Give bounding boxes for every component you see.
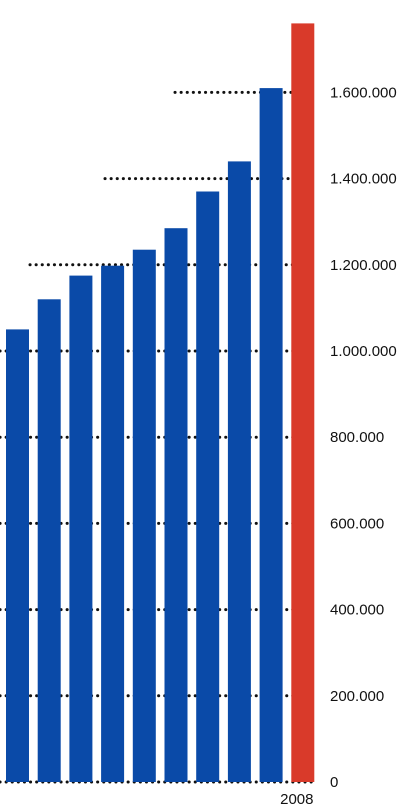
- x-tick-label: 2008: [280, 791, 313, 808]
- highlight-bar: [291, 23, 315, 782]
- bar: [196, 191, 220, 782]
- y-axis-labels: 0 200.000 400.000 600.000 800.000 1.000.000 1.…: [330, 84, 397, 791]
- y-tick-label: 200.000: [330, 688, 384, 705]
- bar: [132, 249, 156, 782]
- y-tick-label: 1.000.000: [330, 343, 397, 360]
- bars: [6, 23, 315, 783]
- bar: [259, 88, 283, 783]
- bar: [6, 329, 29, 782]
- bar: [164, 228, 188, 782]
- y-tick-label: 1.600.000: [330, 84, 397, 101]
- y-tick-label: 600.000: [330, 515, 384, 532]
- y-tick-label: 0: [330, 774, 338, 791]
- y-tick-label: 800.000: [330, 429, 384, 446]
- y-tick-label: 400.000: [330, 602, 384, 619]
- y-tick-label: 1.400.000: [330, 171, 397, 188]
- bar: [101, 265, 125, 782]
- bar: [69, 275, 93, 782]
- bar: [227, 161, 251, 782]
- y-tick-label: 1.200.000: [330, 257, 397, 274]
- bar: [37, 299, 61, 782]
- x-axis-labels: 2008: [280, 791, 313, 808]
